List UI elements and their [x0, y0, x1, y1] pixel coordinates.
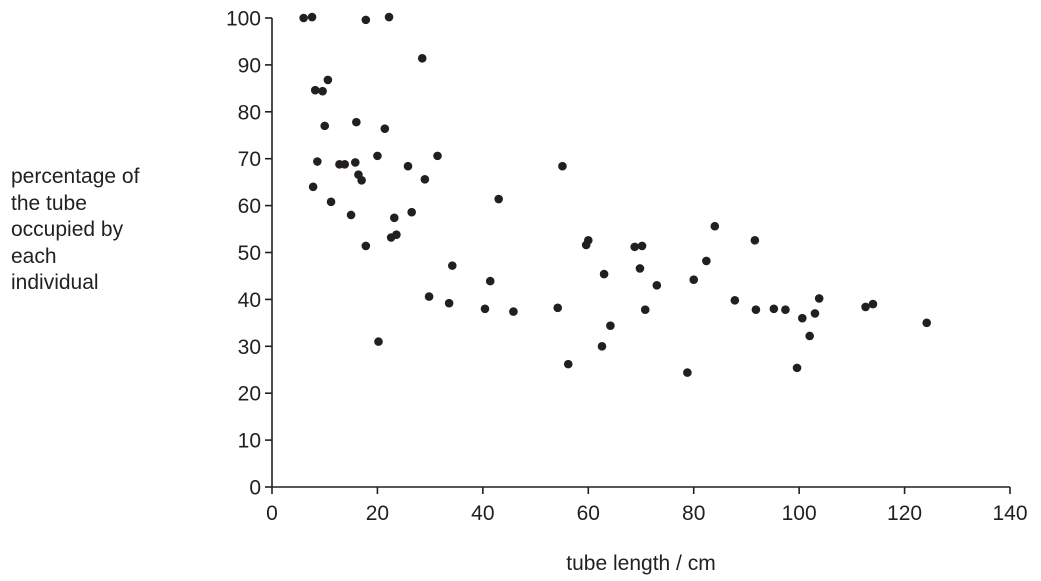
x-tick-label: 140	[992, 502, 1027, 525]
x-tick-label: 40	[471, 502, 494, 525]
y-tick-label: 50	[238, 242, 261, 265]
data-point	[447, 261, 457, 270]
data-point	[781, 305, 790, 315]
data-point	[751, 305, 761, 315]
data-point	[553, 303, 563, 313]
data-point	[494, 194, 503, 204]
data-point	[308, 182, 318, 192]
data-point	[373, 151, 382, 161]
data-point	[922, 318, 932, 328]
data-point	[509, 307, 518, 316]
data-point	[630, 242, 639, 252]
data-point	[323, 75, 333, 85]
data-point	[380, 124, 390, 133]
axes: 0 10 20 30 40 50 60 70 80 90 100 0 20 40 60 80 100 120 140	[226, 8, 1028, 526]
data-point	[340, 160, 350, 169]
data-point	[389, 213, 399, 223]
data-point	[558, 161, 567, 171]
y-tick-label: 30	[238, 336, 261, 359]
data-point	[392, 230, 401, 239]
data-point	[868, 299, 878, 309]
y-tick-label: 80	[238, 101, 261, 124]
data-point	[318, 86, 327, 96]
data-point	[750, 236, 760, 245]
data-point	[433, 151, 442, 161]
y-tick-label: 60	[238, 195, 261, 218]
x-axis-label: tube length / cm	[566, 552, 716, 575]
data-point	[480, 304, 490, 314]
data-point	[299, 13, 308, 23]
data-point	[606, 321, 615, 330]
data-point	[444, 298, 454, 308]
data-point	[814, 294, 824, 303]
data-point	[861, 302, 870, 312]
data-point	[810, 309, 820, 318]
data-point	[689, 275, 699, 285]
data-point	[384, 12, 394, 22]
data-point	[424, 292, 434, 301]
data-point	[374, 337, 383, 346]
y-tick-label: 0	[249, 477, 261, 500]
data-point	[702, 256, 711, 266]
data-point	[652, 281, 662, 290]
x-tick-label: 100	[782, 502, 817, 525]
data-point	[730, 296, 740, 305]
data-point	[313, 157, 322, 166]
y-tick-label: 70	[238, 148, 261, 171]
data-point	[307, 12, 317, 22]
data-point	[485, 276, 495, 286]
data-point	[326, 197, 336, 207]
data-point	[346, 210, 356, 220]
x-tick-label: 80	[682, 502, 705, 525]
data-point	[417, 54, 427, 63]
data-point	[563, 359, 573, 369]
x-tick-label: 0	[266, 502, 278, 525]
data-point	[310, 85, 320, 95]
y-tick-label: 20	[238, 383, 261, 406]
data-point	[805, 331, 814, 341]
data-points	[299, 12, 932, 377]
data-point	[357, 175, 366, 185]
data-point	[769, 304, 779, 314]
y-tick-label: 10	[238, 430, 261, 453]
data-point	[710, 221, 720, 231]
x-tick-label: 120	[887, 502, 922, 525]
data-point	[640, 305, 650, 315]
data-point	[637, 241, 647, 251]
data-point	[420, 175, 430, 184]
data-point	[350, 158, 360, 167]
y-tick-label: 100	[226, 8, 261, 31]
data-point	[597, 342, 607, 351]
data-point	[798, 313, 807, 323]
y-axis-label: percentage of the tube occupied by each …	[11, 165, 140, 294]
data-point	[403, 161, 413, 171]
data-point	[407, 207, 416, 217]
data-point	[361, 241, 371, 251]
data-point	[361, 15, 371, 25]
data-point	[792, 363, 802, 373]
data-point	[683, 368, 692, 377]
data-point	[320, 121, 330, 131]
data-point	[635, 264, 645, 273]
y-tick-label: 90	[238, 54, 261, 77]
data-point	[599, 269, 609, 279]
data-point	[583, 236, 593, 245]
x-tick-label: 20	[366, 502, 389, 525]
y-tick-label: 40	[238, 289, 261, 312]
x-tick-label: 60	[577, 502, 600, 525]
data-point	[352, 117, 361, 127]
